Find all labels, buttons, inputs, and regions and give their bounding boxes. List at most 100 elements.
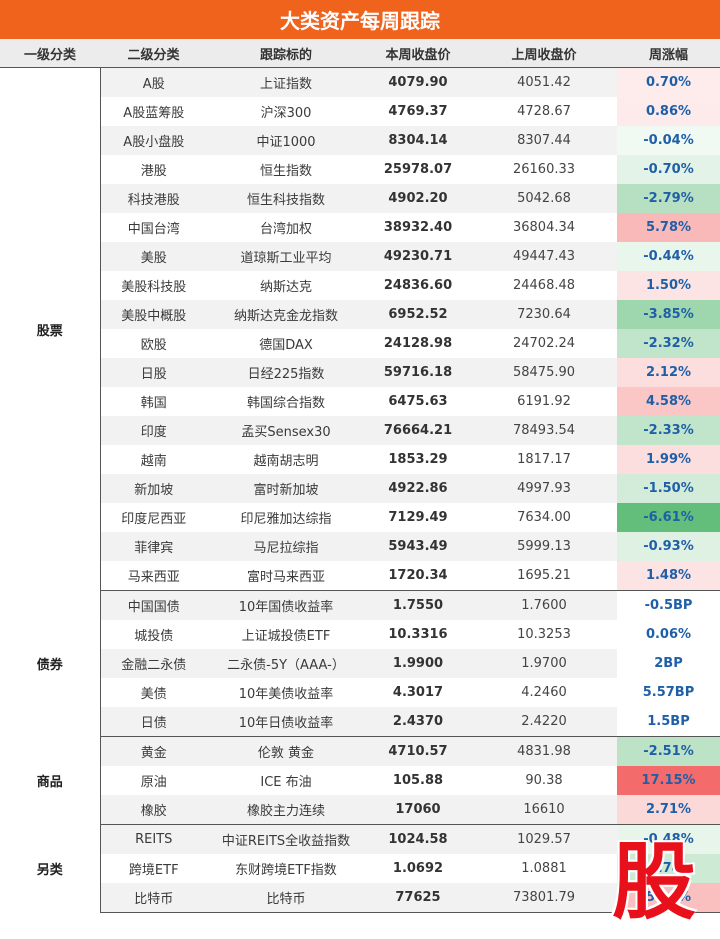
table-row: 美股科技股 纳斯达克 24836.60 24468.48 1.50% (0, 271, 720, 300)
level2-category: 比特币 (100, 883, 207, 913)
last-week-close: 24468.48 (471, 271, 617, 300)
table-row: 港股 恒生指数 25978.07 26160.33 -0.70% (0, 155, 720, 184)
this-week-close: 1.7550 (365, 590, 471, 620)
level2-category: 科技港股 (100, 184, 207, 213)
weekly-change: 0.86% (617, 97, 720, 126)
last-week-close: 58475.90 (471, 358, 617, 387)
level2-category: 日债 (100, 707, 207, 737)
last-week-close: 4831.98 (471, 736, 617, 766)
tracking-target: 富时新加坡 (207, 474, 365, 503)
tracking-target: 橡胶主力连续 (207, 795, 365, 825)
weekly-change: -3.85% (617, 300, 720, 329)
this-week-close: 1.0692 (365, 854, 471, 883)
level2-category: A股蓝筹股 (100, 97, 207, 126)
this-week-close: 5943.49 (365, 532, 471, 561)
this-week-close: 59716.18 (365, 358, 471, 387)
level1-category: 商品 (0, 736, 101, 825)
table-row: 另类 REITS 中证REITS全收益指数 1024.58 1029.57 -0.48% (0, 824, 720, 913)
last-week-close: 7230.64 (471, 300, 617, 329)
this-week-close: 7129.49 (365, 503, 471, 532)
this-week-close: 25978.07 (365, 155, 471, 184)
last-week-close: 1.7600 (471, 590, 617, 620)
this-week-close: 4902.20 (365, 184, 471, 213)
last-week-close: 73801.79 (471, 883, 617, 913)
asset-tracking-table: 一级分类 二级分类 跟踪标的 本周收盘价 上周收盘价 周涨幅 股票 A股 上证指数 4… (0, 39, 720, 913)
table-row: 美股 道琼斯工业平均 49230.71 49447.43 -0.44% (0, 242, 720, 271)
weekly-change: 1.5BP (617, 707, 720, 737)
tracking-target: 印尼雅加达综指 (207, 503, 365, 532)
tracking-target: 纳斯达克金龙指数 (207, 300, 365, 329)
this-week-close: 2.4370 (365, 707, 471, 737)
level2-category: 印度 (100, 416, 207, 445)
tracking-target: 日经225指数 (207, 358, 365, 387)
level2-category: 马来西亚 (100, 561, 207, 591)
table-row: 日债 10年日债收益率 2.4370 2.4220 1.5BP (0, 707, 720, 737)
weekly-change: 17.15% (617, 766, 720, 795)
this-week-close: 76664.21 (365, 416, 471, 445)
level2-category: 美股科技股 (100, 271, 207, 300)
table-row: A股小盘股 中证1000 8304.14 8307.44 -0.04% (0, 126, 720, 155)
table-body: 股票 A股 上证指数 4079.90 4051.42 0.70% A股蓝筹股 沪深300 476… (0, 67, 720, 913)
this-week-close: 4.3017 (365, 678, 471, 707)
this-week-close: 1.9900 (365, 649, 471, 678)
weekly-change: -1.50% (617, 474, 720, 503)
level2-category: 美债 (100, 678, 207, 707)
tracking-target: ICE 布油 (207, 766, 365, 795)
level2-category: 中国台湾 (100, 213, 207, 242)
weekly-change: -1.74% (617, 854, 720, 883)
level2-category: 美股 (100, 242, 207, 271)
page-title: 大类资产每周跟踪 (0, 0, 720, 41)
weekly-change: -2.79% (617, 184, 720, 213)
weekly-change: 5.78% (617, 213, 720, 242)
this-week-close: 4079.90 (365, 67, 471, 97)
weekly-change: -6.61% (617, 503, 720, 532)
header-this-week-close: 本周收盘价 (365, 39, 471, 68)
tracking-target: 富时马来西亚 (207, 561, 365, 591)
level2-category: 日股 (100, 358, 207, 387)
level2-category: 美股中概股 (100, 300, 207, 329)
last-week-close: 4.2460 (471, 678, 617, 707)
table-row: 菲律宾 马尼拉综指 5943.49 5999.13 -0.93% (0, 532, 720, 561)
weekly-change: 2BP (654, 656, 683, 671)
tracking-target: 恒生指数 (207, 155, 365, 184)
last-week-close: 4997.93 (471, 474, 617, 503)
tracking-target: 上证指数 (207, 67, 365, 97)
tracking-target: 道琼斯工业平均 (207, 242, 365, 271)
tracking-target: 台湾加权 (207, 213, 365, 242)
this-week-close: 8304.14 (365, 126, 471, 155)
last-week-close: 5999.13 (471, 532, 617, 561)
tracking-target: 中证REITS全收益指数 (207, 824, 365, 854)
level1-category: 债券 (0, 590, 101, 737)
last-week-close: 4051.42 (471, 67, 617, 97)
this-week-close: 6475.63 (365, 387, 471, 416)
level2-category: 跨境ETF (100, 854, 207, 883)
table-row: 欧股 德国DAX 24128.98 24702.24 -2.32% (0, 329, 720, 358)
tracking-target: 东财跨境ETF指数 (207, 854, 365, 883)
weekly-change: 4.58% (617, 387, 720, 416)
this-week-close: 10.3316 (365, 620, 471, 649)
level2-category: 橡胶 (100, 795, 207, 825)
last-week-close: 1.0881 (471, 854, 617, 883)
weekly-change: -0.93% (617, 532, 720, 561)
this-week-close: 4710.57 (365, 736, 471, 766)
table-row: 新加坡 富时新加坡 4922.86 4997.93 -1.50% (0, 474, 720, 503)
header-level1: 一级分类 (0, 39, 100, 68)
this-week-close: 105.88 (365, 766, 471, 795)
weekly-change: 1.99% (617, 445, 720, 474)
table-row: 比特币 比特币 77625 73801.79 5.18% (0, 883, 720, 913)
tracking-target: 马尼拉综指 (207, 532, 365, 561)
tracking-target: 纳斯达克 (207, 271, 365, 300)
level2-category: 欧股 (100, 329, 207, 358)
table-row: 韩国 韩国综合指数 6475.63 6191.92 4.58% (0, 387, 720, 416)
table-row: 科技港股 恒生科技指数 4902.20 5042.68 -2.79% (0, 184, 720, 213)
table-row: 金融二永债 二永债-5Y（AAA-） 1.9900 1.9700 2BP (0, 649, 720, 678)
level2-category: 韩国 (100, 387, 207, 416)
level2-category: 中国国债 (100, 590, 207, 620)
weekly-change: 1.50% (617, 271, 720, 300)
last-week-close: 10.3253 (471, 620, 617, 649)
header-level2: 二级分类 (100, 39, 207, 68)
last-week-close: 7634.00 (471, 503, 617, 532)
last-week-close: 4728.67 (471, 97, 617, 126)
this-week-close: 1720.34 (365, 561, 471, 591)
weekly-change: -0.5BP (644, 598, 693, 613)
